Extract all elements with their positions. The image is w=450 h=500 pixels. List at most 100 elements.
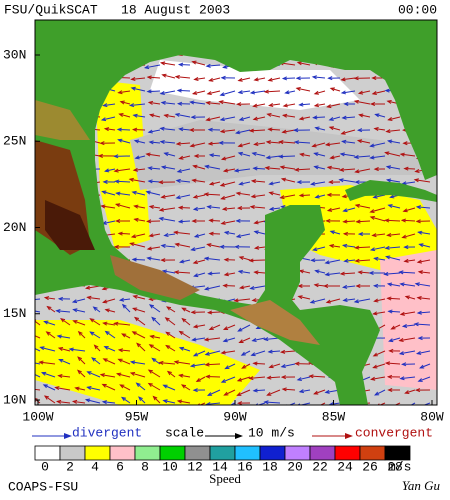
wind-arrowhead — [416, 310, 422, 315]
wind-arrowhead — [148, 344, 154, 349]
wind-arrowhead — [400, 218, 407, 223]
wind-arrowhead — [267, 127, 273, 132]
wind-arrow — [358, 139, 371, 144]
wind-arrowhead — [249, 205, 255, 210]
wind-arrow — [319, 402, 326, 405]
wind-arrowhead — [313, 90, 319, 95]
wind-arrow — [129, 178, 146, 183]
wind-arrowhead — [176, 88, 182, 93]
wind-arrowhead — [386, 296, 392, 301]
wind-arrowhead — [219, 129, 225, 134]
wind-arrow — [105, 128, 116, 131]
wind-arrowhead — [204, 286, 210, 291]
wind-arrowhead — [417, 378, 423, 382]
wind-arrowhead — [387, 387, 393, 392]
wind-arrow — [417, 297, 431, 300]
speed-tick-label: 16 — [237, 459, 253, 474]
wind-arrowhead — [294, 361, 300, 366]
wind-arrow — [58, 375, 71, 378]
wind-arrowhead — [372, 352, 378, 357]
wind-arrowhead — [181, 317, 187, 323]
wind-arrow — [57, 400, 71, 404]
wind-arrow — [35, 374, 41, 378]
wind-arrow — [194, 77, 206, 80]
wind-arrowhead — [252, 166, 258, 171]
wind-arrowhead — [385, 255, 391, 260]
wind-arrowhead — [57, 347, 64, 351]
wind-arrowhead — [340, 77, 346, 82]
wind-arrowhead — [177, 205, 184, 210]
wind-arrow — [132, 331, 146, 339]
wind-arrowhead — [195, 377, 201, 383]
wind-arrowhead — [219, 182, 225, 187]
wind-arrow — [153, 396, 161, 404]
wind-arrowhead — [84, 398, 91, 403]
wind-arrow — [87, 386, 101, 391]
wind-arrow — [133, 295, 146, 300]
wind-arrowhead — [354, 203, 360, 208]
wind-arrowhead — [338, 167, 345, 172]
wind-arrow — [205, 285, 221, 290]
map-area — [30, 20, 437, 405]
wind-arrowhead — [104, 330, 110, 336]
wind-arrowhead — [146, 256, 152, 261]
wind-arrow — [149, 304, 161, 313]
wind-arrowhead — [151, 316, 157, 322]
wind-arrowhead — [237, 327, 243, 332]
wind-arrow — [282, 388, 296, 391]
wind-patch — [35, 320, 260, 405]
wind-arrow — [268, 128, 281, 131]
speed-tick-label: 22 — [312, 459, 328, 474]
wind-arrowhead — [118, 297, 125, 302]
wind-arrow — [116, 203, 131, 209]
wind-arrowhead — [206, 91, 212, 96]
wind-arrow — [177, 168, 191, 173]
wind-arrow — [192, 61, 206, 66]
wind-arrowhead — [235, 130, 241, 135]
wind-arrow — [196, 376, 206, 382]
wind-arrow — [309, 375, 326, 378]
wind-arrow — [418, 376, 431, 382]
wind-arrowhead — [314, 126, 320, 131]
wind-arrow — [280, 166, 296, 170]
wind-arrowhead — [278, 140, 284, 145]
terrain — [230, 300, 320, 345]
wind-arrowhead — [206, 392, 213, 396]
wind-arrowhead — [265, 140, 271, 145]
wind-arrow — [148, 129, 161, 133]
lat-label: 30N — [3, 47, 26, 62]
land — [35, 20, 437, 405]
wind-arrowhead — [251, 151, 257, 156]
wind-arrow — [208, 311, 221, 314]
wind-arrowhead — [84, 285, 91, 290]
wind-arrowhead — [100, 117, 107, 122]
wind-arrow — [419, 243, 431, 248]
wind-arrowhead — [57, 374, 63, 379]
wind-arrow — [75, 387, 86, 391]
wind-arrowhead — [295, 87, 301, 91]
wind-arrow — [314, 152, 326, 157]
wind-arrowhead — [233, 298, 239, 303]
wind-arrowhead — [309, 299, 315, 304]
wind-arrow — [179, 128, 191, 131]
wind-arrowhead — [252, 103, 258, 108]
wind-arrow — [250, 90, 266, 94]
wind-arrowhead — [293, 128, 299, 133]
wind-arrowhead — [191, 219, 197, 224]
wind-arrow — [417, 259, 431, 263]
wind-arrow — [116, 192, 131, 196]
wind-arrow — [282, 129, 296, 133]
wind-arrow — [269, 363, 281, 368]
wind-arrowhead — [130, 77, 136, 82]
wind-arrowhead — [252, 116, 258, 121]
wind-arrowhead — [342, 231, 349, 236]
wind-arrow — [146, 191, 161, 196]
wind-arrow — [161, 62, 176, 66]
wind-arrowhead — [30, 90, 34, 93]
wind-arrow — [148, 180, 161, 183]
wind-arrow — [161, 102, 176, 105]
wind-arrowhead — [358, 113, 364, 118]
wind-arrow — [314, 166, 326, 170]
lon-label: 90W — [223, 409, 247, 424]
wind-arrow — [163, 384, 176, 391]
